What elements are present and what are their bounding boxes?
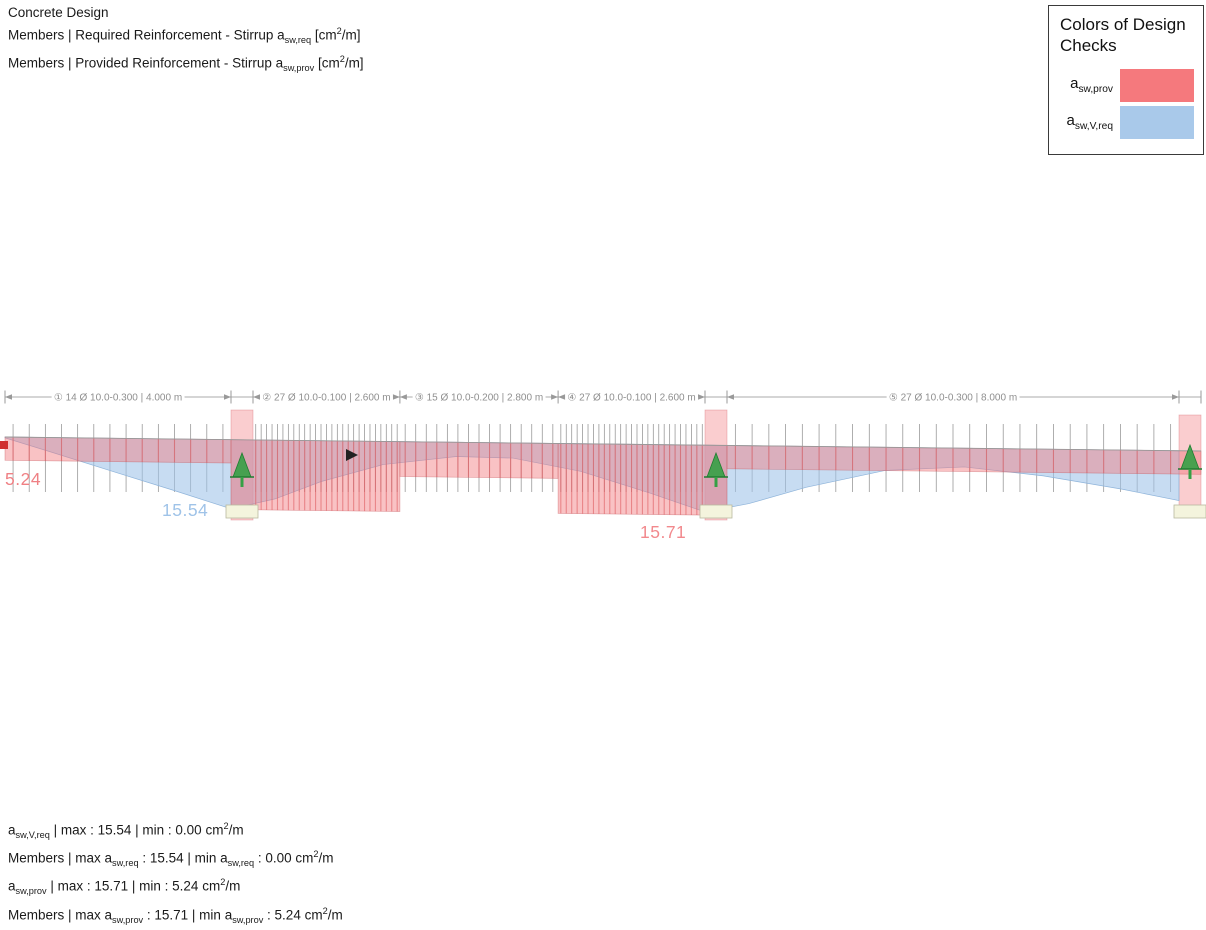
- summary-line-req-maxmin: asw,V,req | max : 15.54 | min : 0.00 cm2…: [8, 821, 244, 841]
- results-summary: asw,V,req | max : 15.54 | min : 0.00 cm2…: [8, 817, 343, 930]
- member-orientation-arrow-icon: [346, 449, 358, 461]
- legend-swatch-asw-prov: [1120, 68, 1194, 102]
- value-label-min-provided: 5.24: [5, 469, 42, 489]
- summary-line-prov-maxmin: asw,prov | max : 15.71 | min : 5.24 cm2/…: [8, 877, 241, 897]
- beam-diagram-canvas[interactable]: ① 14 Ø 10.0-0.300 | 4.000 m ② 27 Ø 10.0-0…: [0, 385, 1206, 560]
- dimension-label-1: ① 14 Ø 10.0-0.300 | 4.000 m: [54, 393, 182, 404]
- member-axis-line[interactable]: [4, 436, 1202, 452]
- summary-line-members-prov: Members | max asw,prov : 15.71 | min asw…: [8, 905, 343, 925]
- legend-colors-of-design-checks: Colors of Design Checks asw,prov asw,V,r…: [1048, 5, 1204, 155]
- legend-label-asw-v-req: asw,V,req: [1066, 112, 1113, 132]
- header-required-line: Members | Required Reinforcement - Stirr…: [8, 26, 361, 46]
- provided-zone-1: [4, 436, 232, 464]
- dimension-line: ① 14 Ø 10.0-0.300 | 4.000 m ② 27 Ø 10.0-0…: [4, 390, 1202, 407]
- page-title: Concrete Design: [8, 5, 109, 20]
- dimension-label-2: ② 27 Ø 10.0-0.100 | 2.600 m: [262, 393, 390, 404]
- provided-reinforcement-zones: [4, 436, 1202, 516]
- legend-row-asw-prov: asw,prov: [1060, 68, 1194, 102]
- header-provided-line: Members | Provided Reinforcement - Stirr…: [8, 54, 364, 74]
- support-pad: [225, 504, 259, 519]
- supports: [225, 443, 1206, 519]
- support-pad: [699, 504, 733, 519]
- dimension-label-5: ⑤ 27 Ø 10.0-0.300 | 8.000 m: [889, 393, 1017, 404]
- legend-title: Colors of Design Checks: [1060, 15, 1186, 56]
- legend-label-asw-prov: asw,prov: [1070, 75, 1113, 95]
- legend-swatch-asw-v-req: [1120, 105, 1194, 139]
- support-pad: [1173, 504, 1206, 519]
- beam-reinforcement-diagram[interactable]: ① 14 Ø 10.0-0.300 | 4.000 m ② 27 Ø 10.0-0…: [0, 385, 1206, 560]
- results-header: Concrete Design Members | Required Reinf…: [8, 3, 364, 78]
- legend-row-asw-v-req: asw,V,req: [1060, 105, 1194, 139]
- value-label-max-provided: 15.71: [640, 522, 687, 542]
- node-marker-left-end[interactable]: [0, 441, 8, 449]
- summary-line-members-req: Members | max asw,req : 15.54 | min asw,…: [8, 849, 334, 869]
- dimension-label-3: ③ 15 Ø 10.0-0.200 | 2.800 m: [415, 393, 543, 404]
- value-label-max-required: 15.54: [162, 500, 209, 520]
- dimension-label-4: ④ 27 Ø 10.0-0.100 | 2.600 m: [567, 393, 695, 404]
